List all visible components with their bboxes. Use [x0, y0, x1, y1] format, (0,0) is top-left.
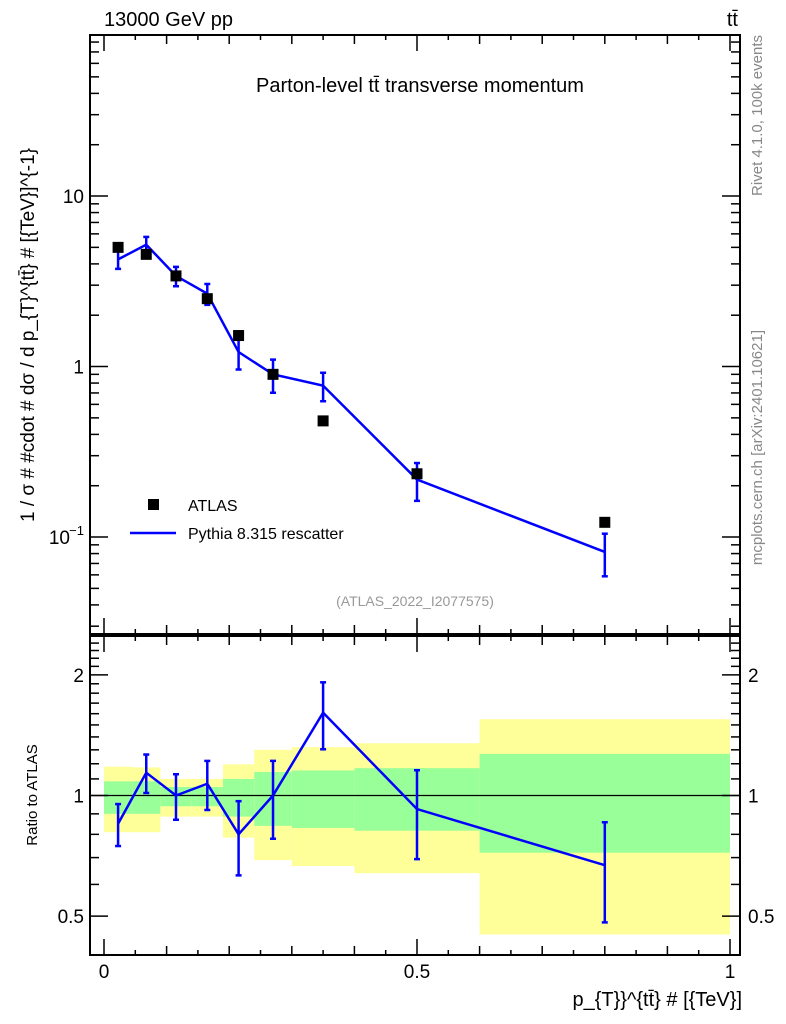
x-tick-label: 1	[725, 962, 736, 983]
atlas-data-point	[317, 415, 329, 427]
ratio-tick-label-left: 0.5	[58, 907, 84, 928]
ratio-y-axis-label: Ratio to ATLAS	[24, 744, 41, 845]
x-axis-label: p_{T}}^{tt̄} # [{TeV}]	[572, 989, 742, 1011]
ratio-band-inner	[291, 770, 355, 828]
header-right: tt̄	[727, 9, 739, 31]
y-axis-label: 1 / σ # #cdot # dσ / d p_{T}^{tt̄} # [{T…	[18, 148, 39, 522]
atlas-data-point	[267, 368, 279, 380]
legend-marker-atlas	[148, 499, 159, 510]
x-tick-label: 0.5	[404, 962, 430, 983]
atlas-data-point	[599, 516, 611, 528]
atlas-data-point	[411, 468, 423, 480]
legend: ATLAS Pythia 8.315 rescatter	[130, 498, 344, 543]
ratio-tick-label-left: 2	[73, 666, 84, 687]
legend-label-pythia: Pythia 8.315 rescatter	[188, 526, 344, 543]
y-tick-label: 10	[63, 187, 84, 208]
side-text-top: Rivet 4.1.0, 100k events	[749, 35, 766, 196]
y-tick-label: 10	[49, 528, 70, 549]
ratio-tick-label-right: 0.5	[748, 907, 774, 928]
atlas-data-point	[170, 270, 182, 282]
x-tick-label: 0	[99, 962, 110, 983]
ratio-tick-label-right: 2	[748, 666, 759, 687]
header-left: 13000 GeV pp	[104, 9, 233, 31]
watermark: (ATLAS_2022_I2077575)	[336, 593, 494, 609]
chart-title: Parton-level tt̄ transverse momentum	[256, 75, 584, 97]
atlas-data-point	[233, 330, 245, 342]
ratio-tick-label-left: 1	[73, 787, 84, 808]
legend-label-atlas: ATLAS	[188, 498, 238, 515]
main-frame	[89, 34, 741, 635]
side-text-bottom: mcplots.cern.ch [arXiv:2401.10621]	[749, 330, 766, 565]
atlas-data-point	[112, 241, 124, 253]
atlas-data-point	[201, 293, 213, 305]
y-tick-label: 1	[73, 358, 84, 379]
atlas-data-point	[140, 248, 152, 260]
y-tick-label-exponent: −1	[69, 523, 84, 538]
ratio-tick-label-right: 1	[748, 787, 759, 808]
